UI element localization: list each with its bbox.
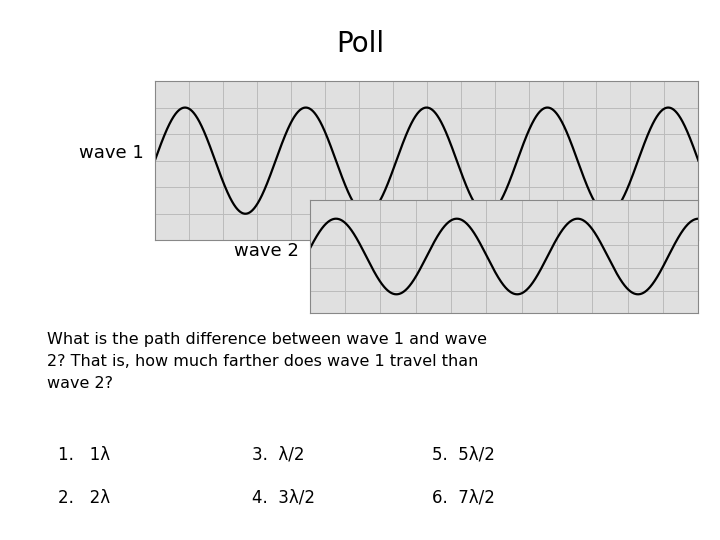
Text: 1.   1λ: 1. 1λ [58,446,109,463]
Text: 5.  5λ/2: 5. 5λ/2 [432,446,495,463]
Text: wave 2: wave 2 [234,242,299,260]
Text: wave 1: wave 1 [79,144,144,161]
Text: 4.  3λ/2: 4. 3λ/2 [252,489,315,507]
Text: Poll: Poll [336,30,384,58]
Text: 2.   2λ: 2. 2λ [58,489,109,507]
Text: 3.  λ/2: 3. λ/2 [252,446,305,463]
Text: What is the path difference between wave 1 and wave
2? That is, how much farther: What is the path difference between wave… [47,332,487,392]
Text: 6.  7λ/2: 6. 7λ/2 [432,489,495,507]
